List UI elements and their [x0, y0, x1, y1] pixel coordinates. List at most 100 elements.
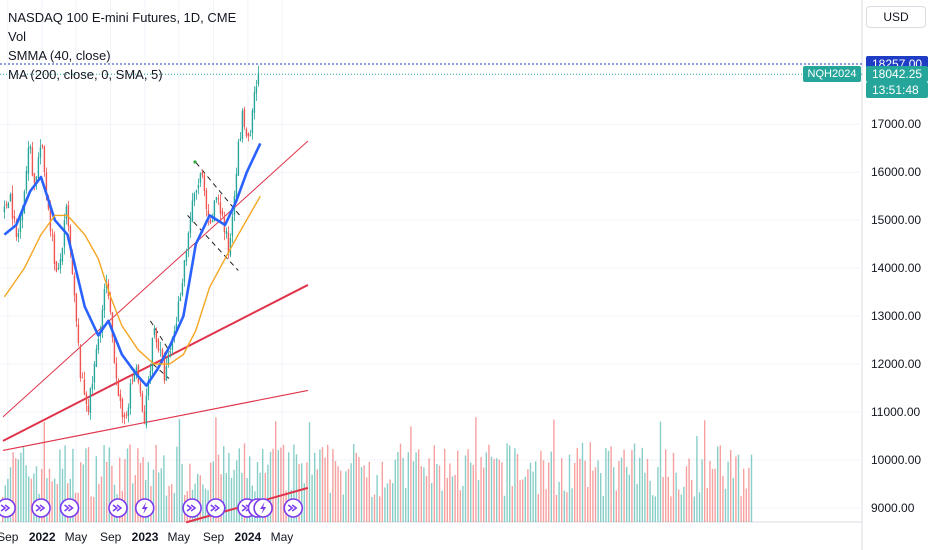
volume-bar — [80, 462, 82, 522]
candle-body — [255, 86, 258, 94]
volume-bar — [176, 446, 178, 522]
volume-bar — [477, 480, 480, 522]
candle-body — [153, 328, 156, 336]
arrow-event-icon[interactable] — [31, 498, 51, 518]
volume-bar — [342, 494, 344, 522]
candle-body — [99, 332, 102, 337]
arrow-event-icon[interactable] — [0, 498, 16, 518]
candle-body — [207, 210, 210, 218]
volume-bar — [688, 458, 690, 522]
lightning-event-icon[interactable] — [134, 498, 155, 518]
lightning-event-icon[interactable] — [253, 498, 273, 518]
candle-body — [117, 381, 120, 396]
volume-bar — [706, 487, 708, 522]
volume-bar — [288, 452, 290, 522]
volume-bar — [737, 454, 740, 522]
volume-bar — [17, 459, 19, 522]
volume-bar — [220, 474, 222, 522]
volume-bar — [709, 460, 711, 522]
volume-bar — [392, 483, 394, 522]
volume-bar — [233, 469, 235, 522]
candle-body — [65, 206, 68, 219]
candle-body — [227, 232, 230, 253]
volume-bar — [124, 459, 126, 522]
candle-body — [31, 147, 34, 176]
arrow-event-icon[interactable] — [108, 498, 128, 518]
smma-indicator-label[interactable]: SMMA (40, close) — [8, 48, 111, 63]
volume-bar — [171, 484, 173, 522]
candle-body — [37, 157, 40, 178]
volume-bar — [202, 484, 204, 522]
currency-button[interactable]: USD — [866, 6, 926, 28]
volume-bar — [51, 481, 53, 522]
candle-body — [27, 147, 30, 174]
volume-bar — [714, 468, 716, 522]
volume-bar — [368, 461, 370, 522]
trendline — [195, 162, 243, 219]
ma-indicator-label[interactable]: MA (200, close, 0, SMA, 5) — [8, 67, 163, 82]
volume-bar — [415, 452, 417, 522]
volume-bar — [280, 447, 282, 522]
volume-bar — [696, 435, 698, 522]
candle-body — [45, 172, 48, 194]
candle-body — [145, 395, 148, 426]
candle-body — [149, 370, 152, 381]
double-chevron-glyph — [112, 504, 123, 512]
candle-body — [11, 193, 14, 219]
candle-body — [179, 297, 182, 302]
arrow-event-icon[interactable] — [182, 498, 202, 518]
volume-bar — [584, 460, 586, 522]
candle-body — [211, 221, 214, 222]
arrow-event-icon[interactable] — [283, 498, 304, 518]
candle-body — [95, 348, 98, 367]
volume-bar — [550, 451, 552, 522]
candle-body — [15, 221, 18, 238]
volume-bar — [581, 442, 584, 522]
candle-body — [161, 349, 164, 359]
arrow-event-icon[interactable] — [205, 498, 226, 518]
candle-body — [157, 339, 160, 351]
candle-body — [69, 225, 72, 251]
volume-bar — [225, 472, 227, 522]
volume-bar — [542, 460, 545, 522]
double-chevron-glyph — [287, 504, 298, 512]
volume-bar — [548, 462, 550, 522]
double-chevron-glyph — [35, 504, 46, 512]
volume-bar — [334, 461, 337, 522]
volume-bar — [633, 443, 636, 522]
volume-bar — [428, 458, 430, 522]
candle-body — [215, 196, 218, 200]
candle-body — [49, 206, 52, 232]
volume-bar — [657, 466, 659, 522]
volume-bar — [215, 417, 217, 522]
volume-bar — [672, 452, 675, 522]
volume-bar — [152, 469, 155, 522]
arrow-event-icon[interactable] — [59, 498, 80, 518]
symbol-title[interactable]: NASDAQ 100 E-mini Futures, 1D, CME — [8, 10, 237, 25]
candle-body — [5, 204, 8, 206]
volume-bar — [730, 450, 732, 522]
candle-body — [19, 217, 22, 232]
trendline — [2, 389, 309, 452]
volume-bar — [529, 462, 532, 522]
candle-body — [21, 210, 24, 221]
volume-bar — [327, 444, 329, 522]
candle-body — [63, 220, 66, 248]
volume-bar — [501, 462, 503, 522]
volume-indicator-label[interactable]: Vol — [8, 29, 27, 44]
volume-bar — [475, 417, 477, 522]
volume-bar — [498, 459, 500, 522]
double-chevron-glyph — [210, 504, 221, 512]
volume-bar — [256, 462, 259, 522]
candle-body — [147, 379, 150, 396]
chart-legend: NASDAQ 100 E-mini Futures, 1D, CME Vol S… — [8, 8, 236, 84]
volume-bar — [605, 448, 607, 522]
candle-body — [101, 309, 104, 333]
candle-body — [43, 146, 46, 173]
volume-bar — [594, 467, 597, 522]
candle-body — [177, 301, 180, 322]
candle-body — [123, 414, 126, 418]
price-tick-label: 9000.00 — [871, 501, 915, 515]
volume-bar — [503, 495, 506, 522]
